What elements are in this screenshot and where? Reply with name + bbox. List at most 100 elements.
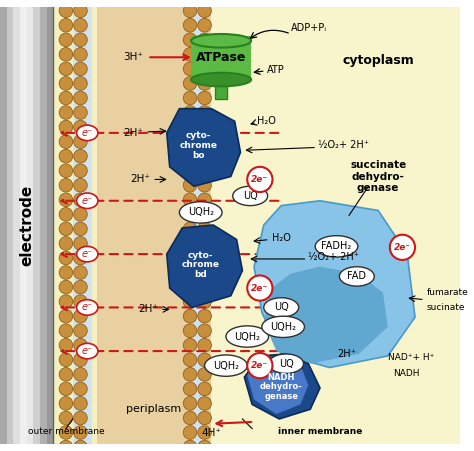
- Circle shape: [73, 368, 87, 381]
- Text: 2e⁻: 2e⁻: [251, 175, 268, 184]
- Text: fumarate: fumarate: [427, 288, 468, 297]
- Ellipse shape: [205, 355, 247, 376]
- Circle shape: [73, 309, 87, 323]
- Circle shape: [73, 33, 87, 46]
- Circle shape: [59, 353, 73, 367]
- Bar: [33, 7, 40, 444]
- Circle shape: [59, 280, 73, 294]
- Circle shape: [59, 149, 73, 163]
- Circle shape: [198, 207, 211, 221]
- Bar: [7, 7, 13, 444]
- Circle shape: [198, 382, 211, 396]
- Polygon shape: [167, 109, 240, 186]
- Circle shape: [198, 179, 211, 192]
- Bar: [73, 7, 92, 444]
- Circle shape: [390, 235, 415, 260]
- Circle shape: [59, 222, 73, 236]
- Circle shape: [59, 47, 73, 61]
- Circle shape: [183, 18, 197, 32]
- Circle shape: [59, 106, 73, 120]
- Circle shape: [183, 47, 197, 61]
- Circle shape: [247, 353, 273, 378]
- Circle shape: [198, 368, 211, 381]
- Circle shape: [73, 440, 87, 451]
- Circle shape: [183, 193, 197, 207]
- Polygon shape: [167, 109, 209, 157]
- Bar: [13, 7, 20, 444]
- Circle shape: [198, 426, 211, 439]
- Text: NADH: NADH: [393, 369, 419, 378]
- Circle shape: [73, 62, 87, 76]
- Circle shape: [59, 91, 73, 105]
- Text: 3H⁺: 3H⁺: [124, 52, 144, 62]
- Ellipse shape: [262, 316, 304, 337]
- Text: UQH₂: UQH₂: [270, 322, 296, 332]
- Polygon shape: [247, 356, 309, 414]
- Circle shape: [73, 426, 87, 439]
- Circle shape: [73, 338, 87, 352]
- Circle shape: [59, 33, 73, 46]
- Circle shape: [183, 62, 197, 76]
- Circle shape: [183, 338, 197, 352]
- Circle shape: [59, 426, 73, 439]
- Circle shape: [73, 237, 87, 250]
- Circle shape: [247, 167, 273, 192]
- Text: e⁻: e⁻: [82, 249, 93, 259]
- Circle shape: [198, 135, 211, 148]
- Circle shape: [198, 251, 211, 265]
- Circle shape: [183, 4, 197, 18]
- Circle shape: [198, 149, 211, 163]
- Circle shape: [59, 164, 73, 178]
- Circle shape: [183, 266, 197, 279]
- Circle shape: [183, 135, 197, 148]
- Bar: [215, 75, 227, 99]
- Ellipse shape: [339, 267, 374, 286]
- Text: ADP+Pᵢ: ADP+Pᵢ: [291, 23, 327, 33]
- Circle shape: [73, 135, 87, 148]
- Text: sucinate: sucinate: [427, 303, 465, 312]
- Polygon shape: [167, 225, 242, 308]
- Circle shape: [73, 280, 87, 294]
- Text: 2H⁺: 2H⁺: [124, 128, 144, 138]
- Bar: [27, 7, 33, 444]
- Text: ATP: ATP: [267, 65, 284, 75]
- Polygon shape: [245, 354, 320, 419]
- Circle shape: [59, 440, 73, 451]
- Text: 2e⁻: 2e⁻: [394, 243, 411, 252]
- Circle shape: [73, 4, 87, 18]
- Text: 2H⁺: 2H⁺: [138, 304, 158, 314]
- Circle shape: [183, 440, 197, 451]
- Circle shape: [59, 382, 73, 396]
- Circle shape: [59, 237, 73, 250]
- Text: 2H⁺: 2H⁺: [337, 349, 356, 359]
- Circle shape: [73, 251, 87, 265]
- Circle shape: [73, 353, 87, 367]
- Circle shape: [59, 411, 73, 425]
- Circle shape: [59, 251, 73, 265]
- Circle shape: [183, 91, 197, 105]
- Circle shape: [73, 179, 87, 192]
- Circle shape: [198, 193, 211, 207]
- Circle shape: [198, 47, 211, 61]
- Text: UQ: UQ: [274, 303, 289, 313]
- Circle shape: [73, 382, 87, 396]
- Circle shape: [183, 368, 197, 381]
- Circle shape: [73, 149, 87, 163]
- Text: FAD: FAD: [347, 272, 366, 281]
- Circle shape: [73, 324, 87, 337]
- Text: periplasm: periplasm: [126, 404, 181, 414]
- Circle shape: [183, 280, 197, 294]
- Circle shape: [183, 309, 197, 323]
- Ellipse shape: [77, 125, 98, 141]
- Circle shape: [198, 411, 211, 425]
- Circle shape: [59, 179, 73, 192]
- Text: 4H⁺: 4H⁺: [201, 428, 221, 438]
- Circle shape: [59, 368, 73, 381]
- Circle shape: [183, 396, 197, 410]
- Text: inner membrane: inner membrane: [278, 427, 362, 436]
- Text: H₂O: H₂O: [257, 116, 276, 126]
- Text: ½O₂+ 2H⁺: ½O₂+ 2H⁺: [318, 139, 369, 150]
- Ellipse shape: [77, 299, 98, 315]
- Circle shape: [198, 33, 211, 46]
- Circle shape: [183, 149, 197, 163]
